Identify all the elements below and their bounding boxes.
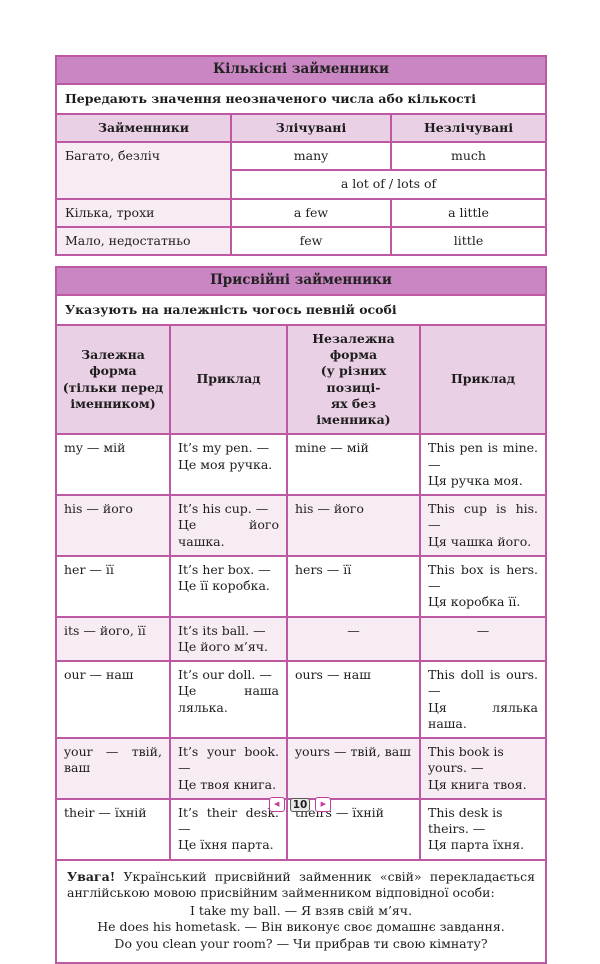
table-row-my: my — мій It’s my pen. — Це моя ручка. mi… (55, 433, 548, 497)
quantitative-table-title: Кількісні займенники (54, 55, 548, 85)
table-subtitle-row: Передають значення неозначеного числа аб… (54, 82, 548, 115)
dependent-form-cell: her — її (55, 554, 171, 618)
dependent-form-cell: my — мій (55, 433, 171, 497)
table-row: a lot of / lots of (56, 169, 548, 200)
note-intro: Увага! Український присвійний займенник … (67, 869, 535, 902)
note-example: I take my ball. — Я взяв свій м’яч. (189, 903, 413, 919)
textbook-page: Кількісні займенники Передають значення … (0, 55, 600, 964)
category-cell: Кілька, трохи (55, 197, 232, 228)
independent-example-cell: This box is hers. — Ця коробка її. (418, 554, 548, 618)
column-header-row: Займенники Злічувані Незлічувані (55, 112, 548, 144)
independent-example-cell: This doll is ours. — Ця лялька наша. (418, 660, 548, 740)
note-warning-label: Увага! (67, 868, 116, 884)
table-subtitle-row: Указують на належність чогось певній осо… (54, 293, 548, 326)
possessive-table-subtitle: Указують на належність чогось певній осо… (54, 293, 548, 326)
independent-form-cell: mine — мій (286, 433, 421, 497)
countable-cell: few (230, 225, 392, 257)
category-cell: Багато, безліч (55, 141, 232, 200)
both-forms-cell: a lot of / lots of (229, 169, 548, 200)
column-header-example-2: Приклад (418, 323, 548, 436)
countable-cell: a few (230, 197, 392, 228)
table-row-her: her — її It’s her box. — Це її коробка. … (55, 554, 548, 618)
note-example: Do you clean your room? — Чи прибрав ти … (114, 935, 488, 951)
column-header-pronouns: Займенники (55, 112, 232, 144)
dependent-example-cell: It’s your book. — Це твоя книга. (169, 737, 288, 800)
table-title-row: Кількісні займенники (54, 55, 548, 85)
table-row-its: its — його, її It’s its ball. — Це його … (55, 615, 548, 663)
dependent-form-cell: your — твій, ваш (55, 737, 171, 800)
column-header-independent-form: Незалежна форма (у різних позиці- ях без… (286, 323, 421, 436)
dependent-form-cell: his — його (55, 494, 171, 557)
independent-form-cell: ours — наш (286, 660, 421, 740)
dependent-form-cell: our — наш (55, 660, 171, 740)
dependent-example-cell: It’s my pen. — Це моя ручка. (169, 433, 288, 497)
uncountable-cell: much (389, 141, 548, 172)
table-row: Кілька, трохи a few a little (55, 197, 548, 228)
table-row-your: your — твій, ваш It’s your book. — Це тв… (55, 737, 548, 800)
category-cell: Мало, недостатньо (55, 225, 232, 257)
note-example: He does his hometask. — Він виконує своє… (97, 919, 505, 935)
next-page-icon: ▶ (320, 800, 326, 808)
dependent-example-cell: It’s his cup. — Це його чашка. (169, 494, 288, 557)
dependent-example-cell: It’s her box. — Це її коробка. (169, 554, 288, 618)
independent-example-cell: This cup is his. — Ця чашка його. (418, 494, 548, 557)
quantitative-table-subtitle: Передають значення неозначеного числа аб… (54, 82, 548, 115)
page-content: Кількісні займенники Передають значення … (54, 55, 548, 964)
dependent-form-cell: its — його, її (55, 615, 171, 663)
table-row-our: our — наш It’s our doll. — Це наша ляльк… (55, 660, 548, 740)
page-navigation: ◀ 10 ▶ (0, 797, 600, 812)
uncountable-cell: little (389, 225, 548, 257)
possessive-table-title: Присвійні займенники (54, 266, 548, 296)
independent-form-cell: hers — її (286, 554, 421, 618)
column-header-example-1: Приклад (169, 323, 288, 436)
independent-example-cell: This book is yours. — Ця книга твоя. (418, 737, 548, 800)
column-header-dependent-form: Залежна форма (тільки перед іменником) (55, 323, 171, 436)
table-title-row: Присвійні займенники (54, 266, 548, 296)
independent-form-cell: — (286, 615, 421, 663)
note-row: Увага! Український присвійний займенник … (54, 858, 548, 964)
note-intro-text: Український присвійний займенник «свій» … (67, 868, 536, 900)
independent-example-cell: This pen is mine. — Ця ручка моя. (418, 433, 548, 497)
independent-example-cell: — (418, 615, 548, 663)
column-header-row: Залежна форма (тільки перед іменником) П… (55, 323, 548, 436)
dependent-example-cell: It’s its ball. — Це його м’яч. (169, 615, 288, 663)
independent-form-cell: yours — твій, ваш (286, 737, 421, 800)
prev-page-icon: ◀ (273, 800, 280, 808)
possessive-pronouns-table: Присвійні займенники Указують на належні… (54, 266, 548, 964)
countable-cell: many (230, 141, 392, 172)
prev-page-button[interactable]: ◀ (268, 797, 285, 812)
page-number-badge: 10 (289, 797, 311, 812)
table-row: Мало, недостатньо few little (55, 225, 548, 257)
table-row-his: his — його It’s his cup. — Це його чашка… (55, 494, 548, 557)
column-header-countable: Злічувані (230, 112, 392, 144)
table-row: Багато, безліч many much (55, 141, 548, 200)
dependent-example-cell: It’s our doll. — Це наша лялька. (169, 660, 288, 740)
next-page-button[interactable]: ▶ (315, 797, 332, 812)
quantitative-pronouns-table: Кількісні займенники Передають значення … (54, 55, 548, 257)
independent-form-cell: his — його (286, 494, 421, 557)
column-header-uncountable: Незлічувані (389, 112, 548, 144)
note-box: Увага! Український присвійний займенник … (54, 858, 548, 964)
uncountable-cell: a little (389, 197, 548, 228)
